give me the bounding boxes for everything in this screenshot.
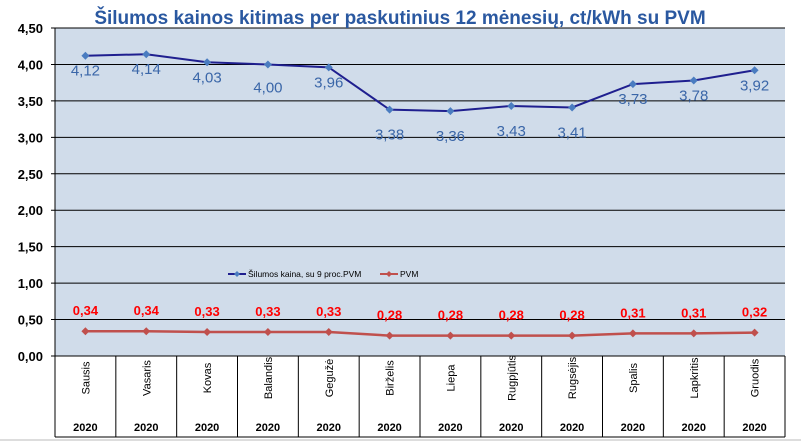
plot-area (55, 28, 785, 356)
data-label: 3,38 (375, 127, 404, 144)
data-label: 4,00 (253, 79, 282, 96)
data-label: 4,14 (132, 61, 161, 78)
y-tick-label: 1,50 (18, 240, 43, 255)
year-label: 2020 (621, 422, 645, 434)
year-label: 2020 (560, 422, 584, 434)
data-label: 3,96 (314, 74, 343, 91)
category-label: Rugpjūtis (506, 355, 518, 401)
legend-marker-price (234, 271, 240, 277)
data-point (507, 331, 516, 340)
year-label: 2020 (377, 422, 401, 434)
data-label: 3,43 (497, 123, 526, 140)
series-line-pvm (85, 329, 755, 337)
data-label: 0,28 (438, 308, 463, 323)
chart-title: Šilumos kainos kitimas per paskutinius 1… (94, 7, 705, 29)
data-label: 0,33 (194, 304, 219, 319)
data-label: 4,03 (192, 69, 221, 86)
y-tick-label: 3,00 (18, 130, 43, 145)
data-point (446, 331, 455, 340)
year-label: 2020 (438, 422, 462, 434)
data-label: 4,12 (71, 63, 100, 80)
year-label: 2020 (682, 422, 706, 434)
data-point (507, 101, 516, 110)
data-point (385, 105, 394, 114)
legend-label-price: Šilumos kaina, su 9 proc.PVM (248, 269, 361, 279)
legend-marker-pvm (386, 271, 392, 277)
category-label: Gruodis (750, 358, 762, 397)
year-label: 2020 (317, 422, 341, 434)
year-label: 2020 (499, 422, 523, 434)
category-label: Balandis (263, 356, 275, 399)
year-label: 2020 (195, 422, 219, 434)
data-point (689, 329, 698, 338)
data-point (263, 327, 272, 336)
category-label: Birželis (385, 360, 397, 396)
series-line-price (85, 53, 755, 113)
data-point (324, 327, 333, 336)
data-point (628, 329, 637, 338)
data-point (568, 103, 577, 112)
data-point (263, 60, 272, 69)
data-point (628, 80, 637, 89)
data-point (750, 66, 759, 75)
data-label: 0,28 (377, 308, 402, 323)
data-label: 0,31 (620, 305, 645, 320)
data-point (446, 107, 455, 116)
data-point (81, 51, 90, 60)
y-tick-label: 2,50 (18, 167, 43, 182)
data-label: 3,78 (679, 87, 708, 104)
data-label: 0,28 (499, 308, 524, 323)
data-point (689, 76, 698, 85)
data-label: 3,92 (740, 77, 769, 94)
data-label: 0,33 (255, 304, 280, 319)
data-label: 0,32 (742, 305, 767, 320)
category-label: Kovas (202, 362, 214, 393)
legend-label-pvm: PVM (400, 269, 418, 279)
category-label: Spalis (628, 363, 640, 393)
y-tick-label: 4,50 (18, 21, 43, 36)
category-label: Liepa (445, 364, 457, 392)
data-point (81, 327, 90, 336)
data-point (568, 331, 577, 340)
data-label: 0,34 (134, 303, 160, 318)
y-tick-label: 1,00 (18, 276, 43, 291)
category-label: Sausis (80, 361, 92, 395)
data-label: 3,41 (557, 124, 586, 141)
category-label: Lapkritis (689, 357, 701, 398)
y-tick-label: 4,00 (18, 57, 43, 72)
category-label: Vasaris (141, 360, 153, 396)
year-label: 2020 (73, 422, 97, 434)
data-label: 3,36 (436, 128, 465, 145)
data-point (142, 327, 151, 336)
data-point (142, 50, 151, 59)
data-label: 0,28 (559, 308, 584, 323)
data-point (750, 328, 759, 337)
category-label: Gegužė (324, 359, 336, 398)
data-point (203, 327, 212, 336)
y-tick-label: 0,50 (18, 313, 43, 328)
category-label: Rugsėjis (567, 356, 579, 399)
data-label: 3,73 (618, 91, 647, 108)
data-label: 0,34 (73, 303, 99, 318)
y-tick-label: 3,50 (18, 94, 43, 109)
data-label: 0,33 (316, 304, 341, 319)
y-tick-label: 2,00 (18, 203, 43, 218)
data-point (324, 63, 333, 72)
year-label: 2020 (134, 422, 158, 434)
data-point (203, 58, 212, 67)
year-label: 2020 (256, 422, 280, 434)
y-tick-label: 0,00 (18, 349, 43, 364)
data-point (385, 331, 394, 340)
year-label: 2020 (742, 422, 766, 434)
data-label: 0,31 (681, 305, 706, 320)
